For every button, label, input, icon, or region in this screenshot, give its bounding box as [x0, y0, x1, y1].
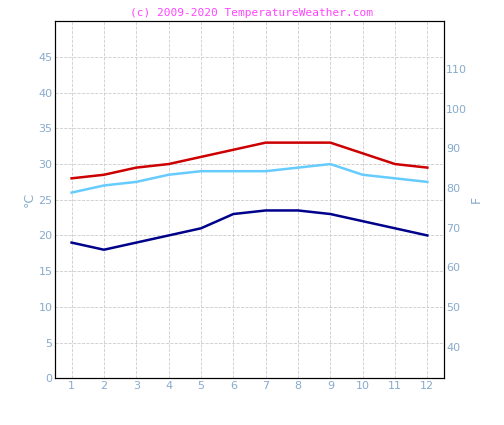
- Text: (c) 2009-2020 TemperatureWeather.com: (c) 2009-2020 TemperatureWeather.com: [131, 8, 373, 19]
- Y-axis label: F: F: [470, 196, 483, 203]
- Y-axis label: °C: °C: [23, 192, 36, 207]
